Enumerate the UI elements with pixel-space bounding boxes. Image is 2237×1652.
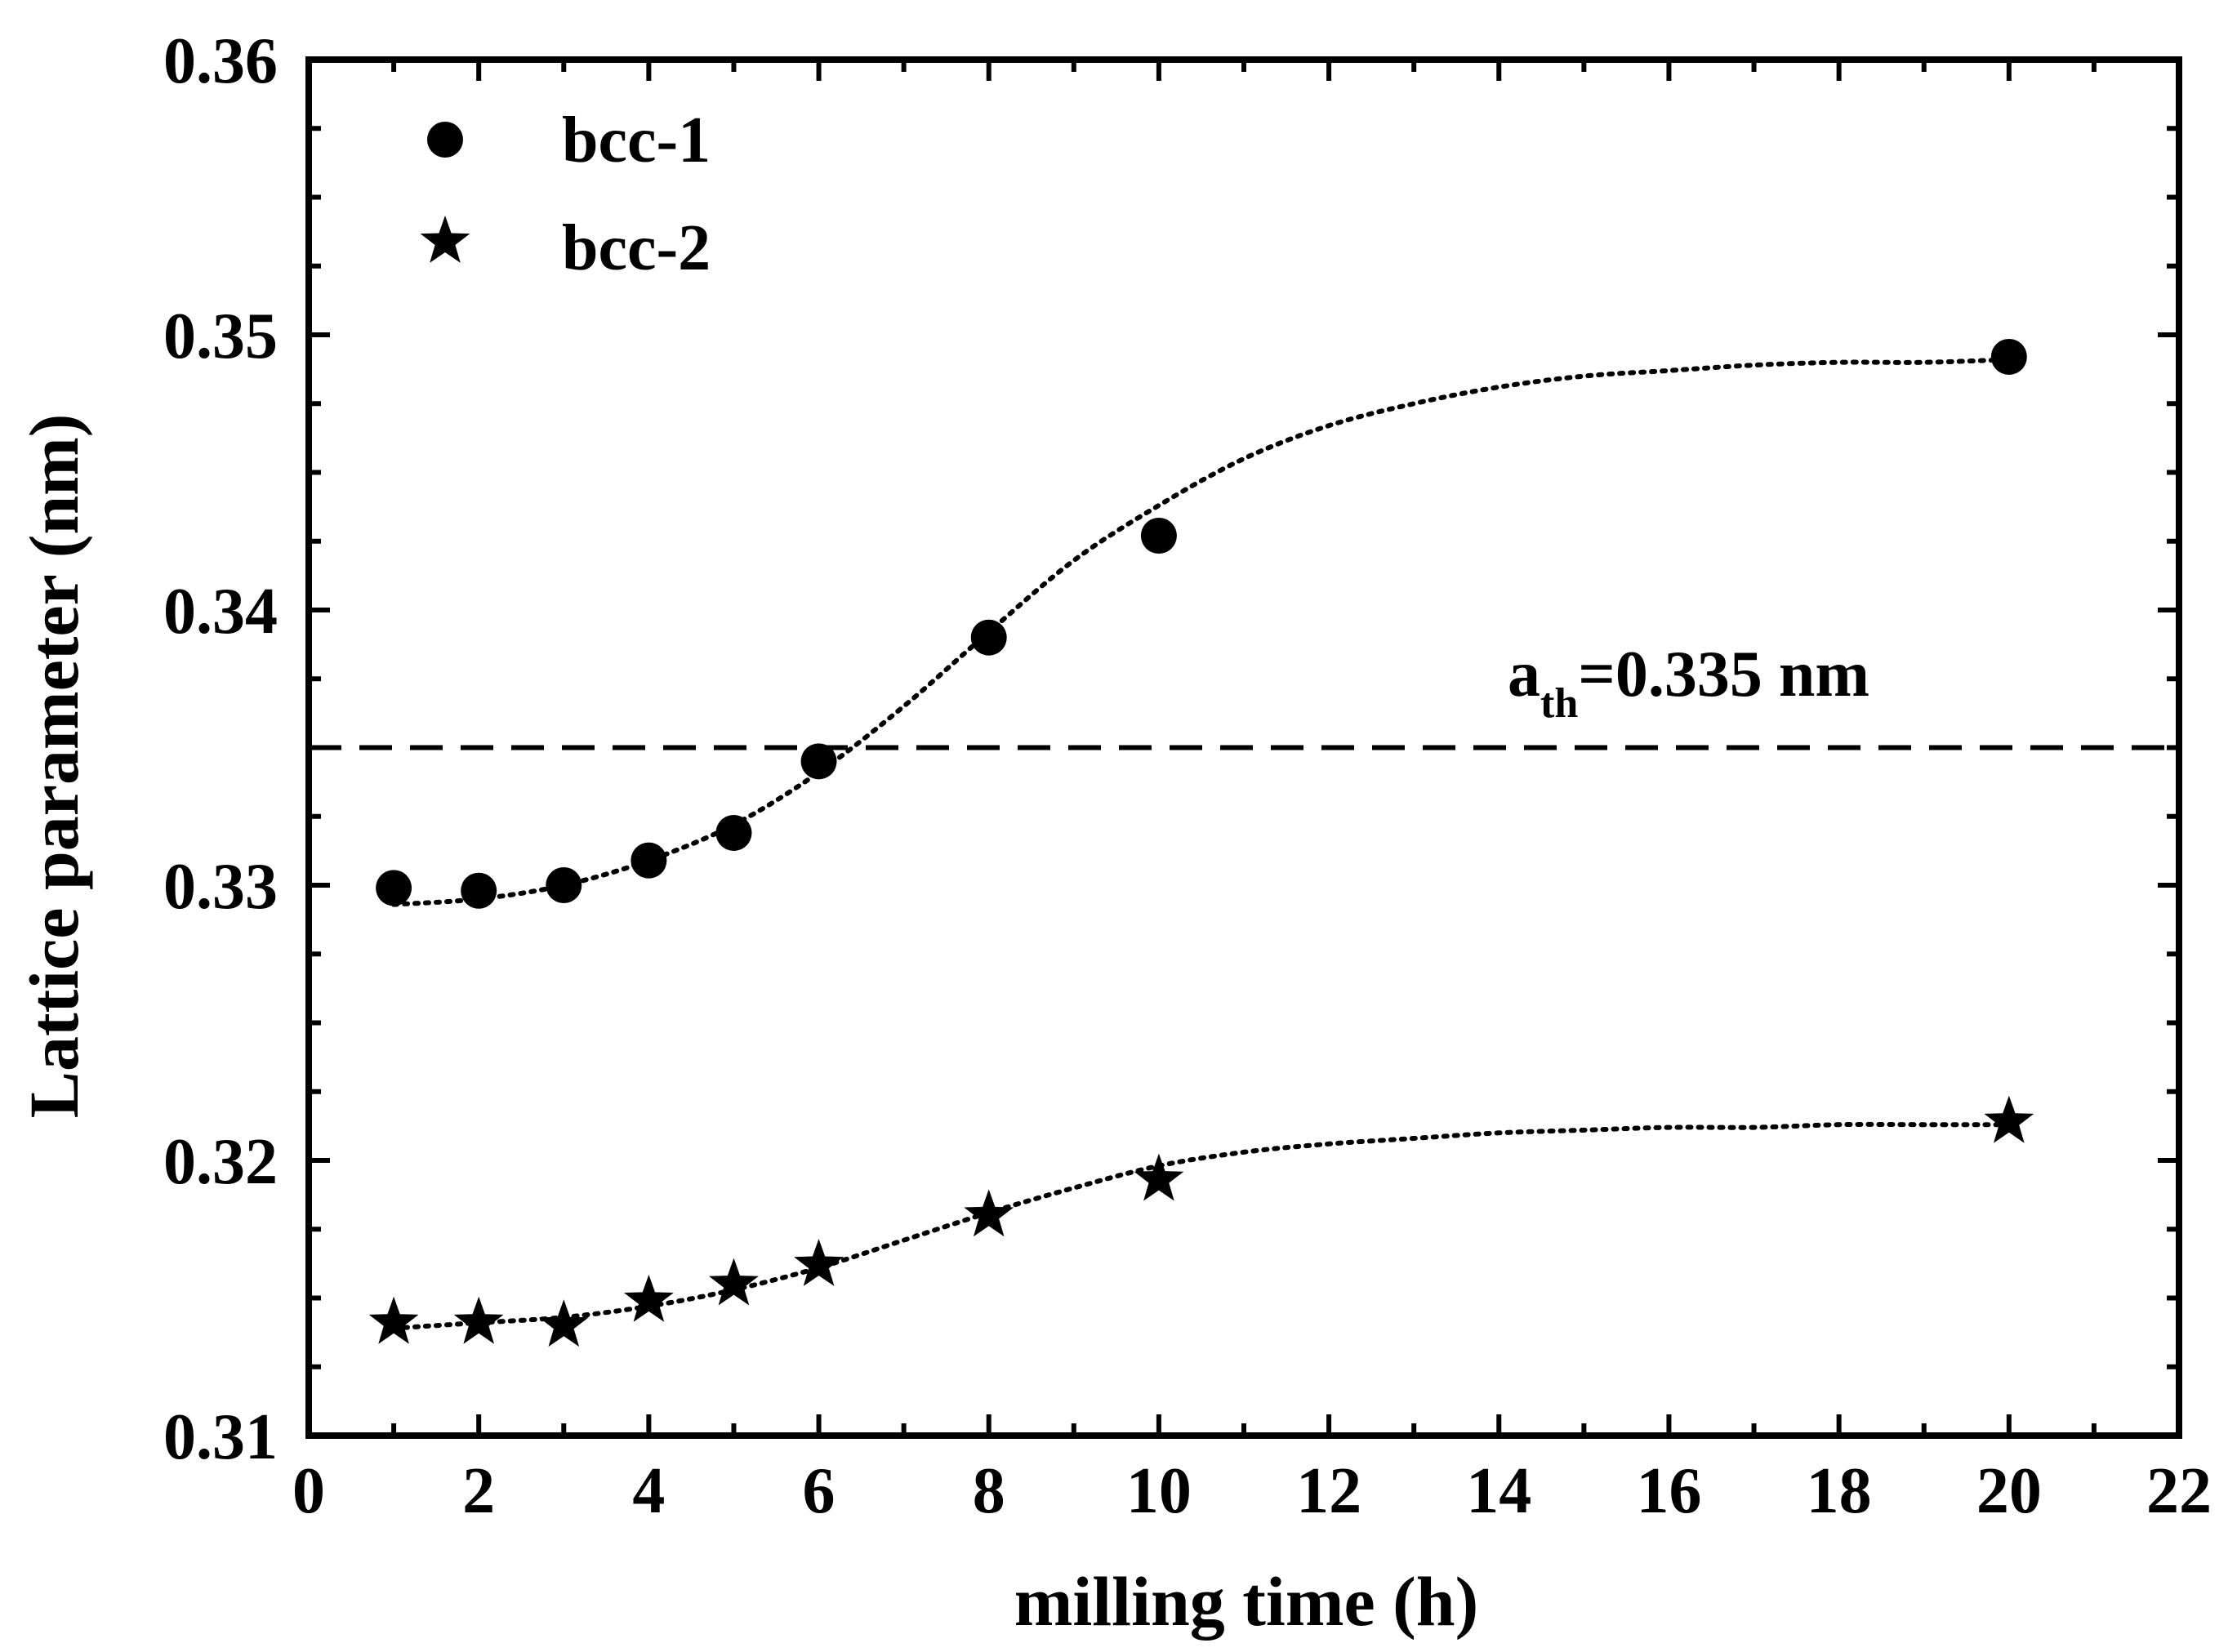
tick-labels: 0 2 4 6 8 10 12 14 16 18 20 22 0.31 0.32 0.33 0.34 0.35 0… <box>163 25 2212 1527</box>
y-axis-title: Lattice parameter (nm) <box>15 414 93 1119</box>
x-tick-label: 2 <box>462 1455 495 1527</box>
data-point-bcc-2 <box>1134 1153 1184 1201</box>
data-point-bcc-1 <box>376 870 412 906</box>
data-point-bcc-2 <box>453 1296 504 1344</box>
x-tick-label: 6 <box>803 1455 836 1527</box>
data-point-bcc-2 <box>538 1299 589 1347</box>
x-tick-label: 10 <box>1126 1455 1192 1527</box>
x-tick-label: 14 <box>1466 1455 1531 1527</box>
x-tick-label: 20 <box>1976 1455 2042 1527</box>
axis-ticks <box>306 57 2181 1438</box>
reference-label-main: a <box>1508 639 1540 710</box>
data-point-bcc-2 <box>794 1239 844 1286</box>
y-tick-label: 0.33 <box>163 851 278 923</box>
data-point-bcc-1 <box>715 814 752 851</box>
legend-item-bcc-1: bcc-1 <box>427 105 711 176</box>
legend-marker-circle <box>427 122 463 158</box>
x-tick-label: 16 <box>1636 1455 1701 1527</box>
data-point-bcc-1 <box>970 619 1007 656</box>
reference-label-subscript: th <box>1540 680 1578 727</box>
x-tick-label: 22 <box>2146 1455 2212 1527</box>
legend-marker-star <box>420 216 470 263</box>
x-tick-label: 0 <box>292 1455 325 1527</box>
data-point-bcc-2 <box>1984 1095 2034 1143</box>
data-point-bcc-1 <box>1140 518 1177 554</box>
x-tick-label: 18 <box>1807 1455 1872 1527</box>
data-point-bcc-1 <box>546 867 582 903</box>
data-point-bcc-2 <box>623 1274 674 1322</box>
legend-item-bcc-2: bcc-2 <box>420 212 711 284</box>
data-point-bcc-2 <box>368 1296 419 1344</box>
data-point-bcc-2 <box>709 1258 759 1306</box>
x-axis-title: milling time (h) <box>1014 1562 1479 1641</box>
reference-label-value: =0.335 nm <box>1578 639 1869 710</box>
x-tick-label: 8 <box>973 1455 1005 1527</box>
y-tick-label: 0.31 <box>163 1401 278 1473</box>
legend-label-bcc-1: bcc-1 <box>562 105 711 176</box>
reference-line-label: ath=0.335 nm <box>1508 639 1869 727</box>
x-tick-label: 4 <box>632 1455 665 1527</box>
y-tick-label: 0.36 <box>163 25 278 97</box>
legend-label-bcc-2: bcc-2 <box>562 212 711 284</box>
legend: bcc-1 bcc-2 <box>420 105 711 284</box>
data-point-bcc-1 <box>631 842 667 879</box>
y-tick-label: 0.34 <box>163 576 278 648</box>
data-point-bcc-1 <box>1990 338 2027 375</box>
x-tick-label: 12 <box>1296 1455 1361 1527</box>
y-tick-label: 0.35 <box>163 301 278 372</box>
data-markers <box>368 338 2034 1347</box>
data-point-bcc-1 <box>461 872 497 909</box>
y-tick-label: 0.32 <box>163 1126 278 1198</box>
data-point-bcc-1 <box>800 743 837 780</box>
data-point-bcc-2 <box>964 1189 1014 1237</box>
